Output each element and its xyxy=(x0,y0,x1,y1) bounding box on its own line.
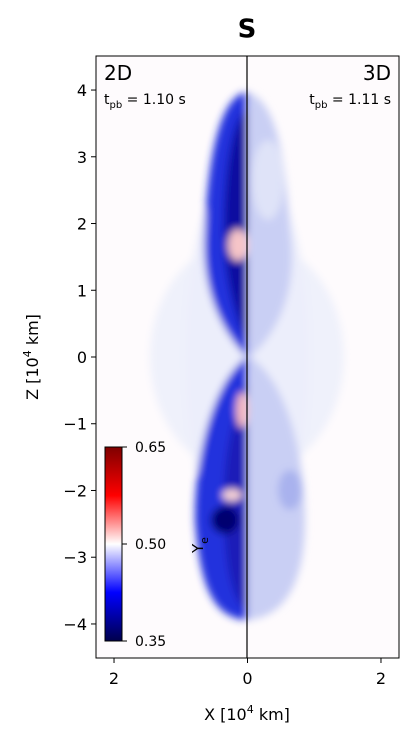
y-tick-label: −4 xyxy=(63,615,87,634)
y-tick-label: −3 xyxy=(63,548,87,567)
colorbar-tick-label: 0.35 xyxy=(135,634,166,650)
panel-label: 2D xyxy=(104,61,132,85)
x-tick-label: 2 xyxy=(376,669,386,688)
x-tick-label: 0 xyxy=(242,669,252,688)
y-tick-label: 2 xyxy=(77,215,87,234)
y-tick-label: −1 xyxy=(63,415,87,434)
y-axis-label: Z [104 km] xyxy=(21,314,42,400)
y-tick-label: 0 xyxy=(77,348,87,367)
x-axis-label: X [104 km] xyxy=(204,703,290,724)
y-tick-label: 4 xyxy=(77,81,87,100)
y-tick-label: 3 xyxy=(77,148,87,167)
y-tick-label: −2 xyxy=(63,481,87,500)
chart-title: S xyxy=(238,15,257,45)
colorbar-tick-label: 0.50 xyxy=(135,537,166,553)
x-tick-label: 2 xyxy=(109,669,119,688)
panel-label: 3D xyxy=(363,61,391,85)
colorbar xyxy=(104,446,123,642)
y-tick-label: 1 xyxy=(77,281,87,300)
panel-time: tpb = 1.10 s xyxy=(104,92,186,111)
colorbar-label: Ye xyxy=(189,537,211,554)
panel-time: tpb = 1.11 s xyxy=(309,92,391,111)
colorbar-tick-label: 0.65 xyxy=(135,440,166,456)
